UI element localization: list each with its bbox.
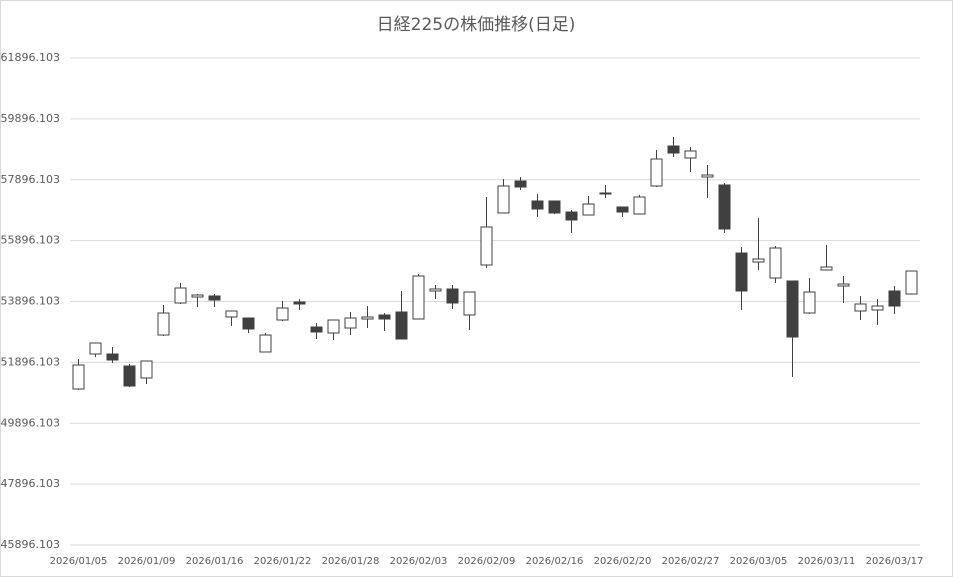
candle-body <box>463 291 476 316</box>
candle-body <box>752 258 765 263</box>
candle-body <box>480 226 493 266</box>
candle-body <box>412 275 425 320</box>
candle-body <box>888 290 901 307</box>
x-tick-label: 2026/01/16 <box>186 556 244 567</box>
x-tick-label: 2026/01/22 <box>254 556 312 567</box>
candle-body <box>497 185 510 214</box>
candle-body <box>616 206 629 213</box>
candle-body <box>72 364 85 390</box>
candle-body <box>310 326 323 333</box>
candle-body <box>344 317 357 329</box>
candle-body <box>531 200 544 210</box>
x-tick-label: 2026/01/05 <box>50 556 108 567</box>
chart-title: 日経225の株価推移(日足) <box>377 15 576 35</box>
x-tick-label: 2026/02/27 <box>662 556 720 567</box>
candle-body <box>565 211 578 221</box>
y-tick-label: 53896.103 <box>1 295 61 308</box>
candle-body <box>293 301 306 305</box>
x-tick-label: 2026/02/20 <box>594 556 652 567</box>
x-tick-label: 2026/03/11 <box>798 556 856 567</box>
y-tick-label: 51896.103 <box>1 355 61 368</box>
candle-body <box>429 288 442 292</box>
candle-body <box>514 180 527 188</box>
x-tick-label: 2026/03/05 <box>730 556 788 567</box>
candle-body <box>803 291 816 314</box>
candle-body <box>650 158 663 187</box>
candle-body <box>718 184 731 230</box>
candle-body <box>259 334 272 353</box>
candle-body <box>633 196 646 215</box>
x-tick-label: 2026/02/03 <box>390 556 448 567</box>
candle-body <box>701 174 714 178</box>
candle-body <box>225 310 238 318</box>
candle-body <box>684 150 697 159</box>
candle-body <box>276 307 289 321</box>
candle-body <box>327 319 340 334</box>
y-tick-label: 49896.103 <box>1 416 61 429</box>
candle-body <box>854 303 867 312</box>
candle-body <box>89 342 102 355</box>
candle-body <box>871 305 884 311</box>
candle-body <box>548 200 561 214</box>
candle-body <box>361 316 374 320</box>
candle-body <box>174 287 187 304</box>
x-tick-label: 2026/03/17 <box>866 556 924 567</box>
candle-body <box>208 295 221 301</box>
y-tick-label: 55896.103 <box>1 234 61 247</box>
candle-body <box>242 317 255 330</box>
candle-body <box>446 288 459 304</box>
candle-body <box>123 365 136 387</box>
x-tick-label: 2026/02/09 <box>458 556 516 567</box>
candle-body <box>837 283 850 287</box>
y-tick-label: 59896.103 <box>1 112 61 125</box>
x-tick-label: 2026/01/28 <box>322 556 380 567</box>
x-tick-label: 2026/02/16 <box>526 556 584 567</box>
candle-body <box>157 312 170 336</box>
y-tick-label: 45896.103 <box>1 538 61 551</box>
y-tick-label: 61896.103 <box>1 51 61 64</box>
candle-body <box>395 311 408 340</box>
candle-body <box>140 360 153 379</box>
candle-body <box>786 280 799 338</box>
candle-body <box>599 192 612 195</box>
candle-body <box>820 266 833 271</box>
candle-body <box>769 247 782 279</box>
candle-body <box>191 294 204 298</box>
y-tick-label: 57896.103 <box>1 173 61 186</box>
candle-body <box>735 252 748 292</box>
candle-body <box>667 145 680 154</box>
candle-body <box>378 314 391 320</box>
x-tick-label: 2026/01/09 <box>118 556 176 567</box>
y-tick-label: 47896.103 <box>1 477 61 490</box>
candle-body <box>905 270 918 295</box>
candle-body <box>582 203 595 216</box>
candle-body <box>106 353 119 361</box>
